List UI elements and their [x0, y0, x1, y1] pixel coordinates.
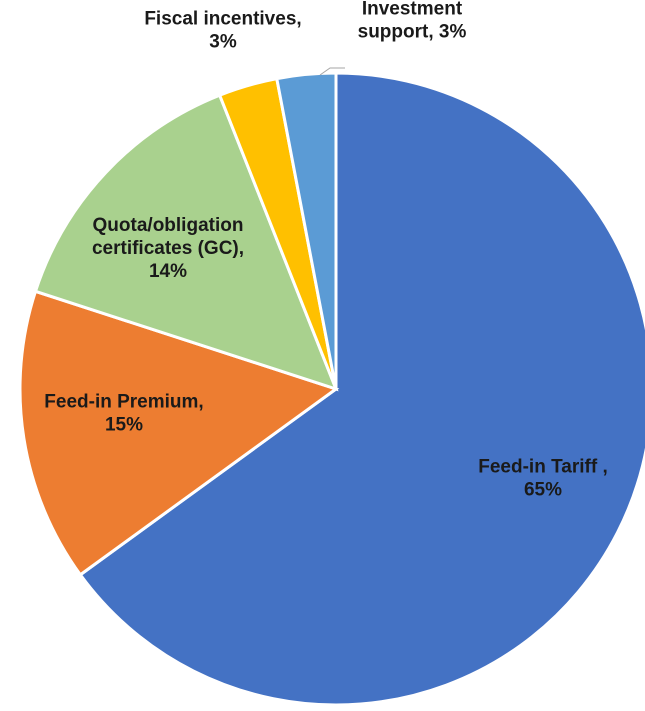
slice-label-line: 65%: [524, 480, 562, 501]
slice-label-quota-obligation-certificates: Quota/obligation certificates (GC), 14%: [92, 215, 244, 282]
pie-slice-investment-support: [275, 71, 338, 390]
slice-label-line: Feed-in Premium,: [44, 392, 203, 413]
slice-label-line: 15%: [105, 415, 143, 436]
pie-slice-quota-obligation-certificates: [33, 93, 339, 392]
slice-label-feed-in-tariff: Feed-in Tariff , 65%: [478, 457, 607, 501]
slice-label-feed-in-premium: Feed-in Premium, 15%: [44, 392, 203, 436]
pie-labels: Feed-in Tariff , 65% Feed-in Premium, 15% Qu…: [44, 0, 607, 501]
investment-support-leader-line: [319, 67, 345, 76]
slice-label-line: certificates (GC),: [92, 238, 244, 259]
pie-slice-feed-in-tariff: [78, 71, 645, 707]
pie-slices: [18, 71, 645, 707]
pie-slice-feed-in-premium: [18, 289, 340, 577]
slice-label-line: Quota/obligation: [93, 215, 244, 236]
slice-label-line: Investment: [362, 0, 463, 20]
slice-label-investment-support: Investment support, 3%: [358, 0, 467, 43]
slice-label-line: 3%: [209, 32, 237, 53]
slice-label-line: 14%: [149, 261, 187, 282]
slice-label-line: Fiscal incentives,: [144, 9, 301, 30]
slice-label-fiscal-incentives: Fiscal incentives, 3%: [144, 9, 301, 53]
slice-label-line: Feed-in Tariff ,: [478, 457, 607, 478]
slice-label-line: support, 3%: [358, 22, 467, 43]
